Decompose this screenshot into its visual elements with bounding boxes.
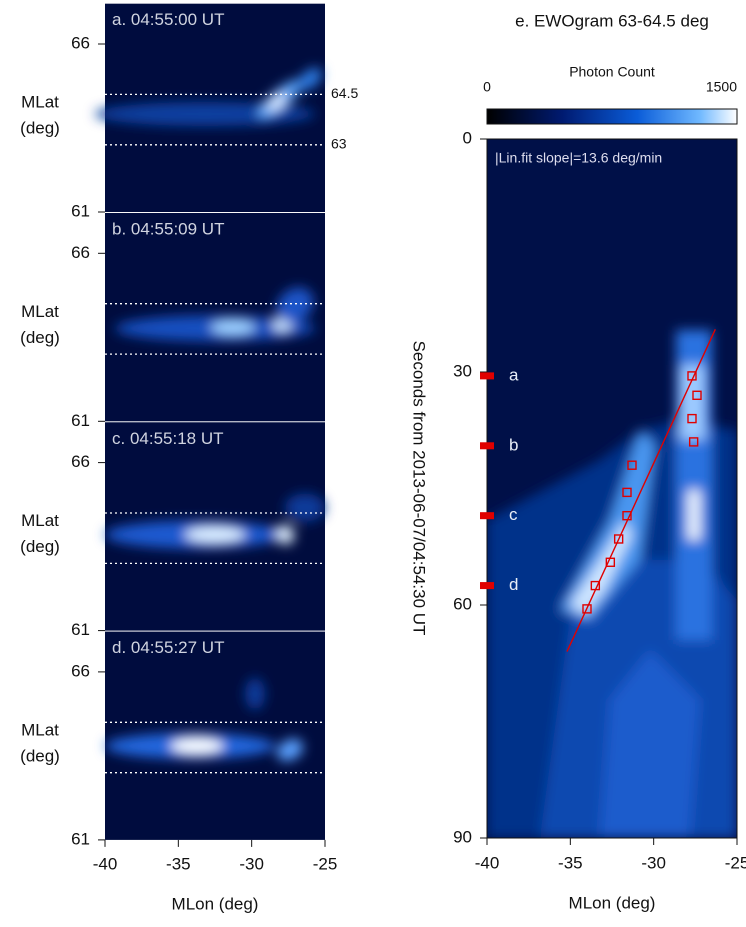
y-tick-label: 66 [71, 33, 90, 52]
data-point [627, 460, 637, 470]
annotation: |Lin.fit slope|=13.6 deg/min [495, 150, 662, 166]
time-marker-label: d [509, 575, 518, 594]
y-tick-label: 66 [71, 243, 90, 262]
aurora-blob [276, 738, 304, 762]
data-point [622, 510, 632, 521]
y-axis-label: MLat [21, 92, 59, 111]
y-tick-label: 61 [71, 620, 90, 639]
right-tick-label: 64.5 [331, 85, 358, 101]
chart-title: e. EWOgram 63-64.5 deg [515, 11, 709, 30]
time-marker-label: c [509, 505, 518, 524]
colorbar-tick-label: 0 [483, 79, 491, 95]
aurora [115, 287, 315, 342]
aurora-blob [171, 736, 223, 755]
time-marker [480, 372, 494, 380]
colorbar [486, 108, 738, 125]
data-point [590, 580, 601, 591]
x-axis-label: MLon (deg) [569, 893, 656, 912]
y-axis-label: Seconds from 2013-06-07/04:54:30 UT [410, 341, 429, 636]
y-tick-label: 61 [71, 829, 90, 848]
data-point [688, 437, 699, 447]
panel-title: b. 04:55:09 UT [112, 219, 224, 238]
ewogram-blur [487, 330, 737, 838]
data-point [692, 390, 702, 400]
colorbar-tick-label: 1500 [706, 79, 737, 95]
x-tick-label: -30 [239, 854, 264, 873]
intensity-region [600, 650, 700, 838]
frame [486, 138, 738, 839]
aurora [95, 68, 322, 126]
data-point [582, 604, 592, 614]
aurora-blob [185, 525, 245, 544]
x-tick-label: -25 [313, 854, 338, 873]
aurora-blob [267, 93, 287, 111]
aurora [105, 677, 304, 762]
aurora-blob [245, 677, 265, 710]
data-point [605, 557, 616, 567]
y-tick-label: 61 [71, 411, 90, 430]
aurora-blob [298, 68, 322, 90]
colorbar-label: Photon Count [569, 64, 655, 80]
x-axis-label: MLon (deg) [172, 894, 259, 913]
y-axis-label: (deg) [20, 328, 60, 347]
y-tick-label: 30 [453, 361, 472, 380]
data-point [613, 534, 624, 544]
y-axis-label: (deg) [20, 746, 60, 765]
x-tick-label: -25 [725, 853, 746, 872]
y-tick-label: 61 [71, 201, 90, 220]
ewogram-intensity [487, 330, 737, 838]
time-marker [480, 582, 494, 590]
x-tick-label: -35 [166, 854, 191, 873]
aurora-blob [275, 524, 295, 545]
aurora-blob [211, 319, 255, 336]
time-marker [480, 512, 494, 520]
x-tick-label: -35 [558, 853, 583, 872]
y-axis-label: MLat [21, 302, 59, 321]
aurora-blob [285, 493, 325, 522]
x-tick-label: -40 [93, 854, 118, 873]
y-tick-label: 90 [453, 827, 472, 846]
right-tick-label: 63 [331, 136, 347, 152]
y-tick-label: 60 [453, 594, 472, 613]
intensity-region [680, 365, 705, 440]
time-marker [480, 442, 494, 450]
y-axis-label: (deg) [20, 537, 60, 556]
data-point [622, 487, 632, 498]
data-point [687, 371, 697, 381]
y-tick-label: 66 [71, 661, 90, 680]
panel-title: a. 04:55:00 UT [112, 10, 224, 29]
panel-title: c. 04:55:18 UT [112, 429, 224, 448]
time-marker-label: b [509, 435, 518, 454]
y-axis-label: MLat [21, 720, 59, 739]
y-axis-label: (deg) [20, 118, 60, 137]
y-axis-label: MLat [21, 511, 59, 530]
time-marker-label: a [509, 365, 519, 384]
intensity-region [560, 430, 655, 620]
fit-line [566, 328, 716, 652]
x-tick-label: -30 [641, 853, 666, 872]
data-point [687, 413, 697, 424]
y-tick-label: 0 [463, 128, 472, 147]
aurora [105, 493, 325, 549]
x-tick-label: -40 [475, 853, 500, 872]
aurora-blob [95, 102, 315, 126]
y-tick-label: 66 [71, 452, 90, 471]
intensity-region [688, 490, 700, 540]
panel-title: d. 04:55:27 UT [112, 638, 224, 657]
aurora-blob [276, 287, 314, 324]
